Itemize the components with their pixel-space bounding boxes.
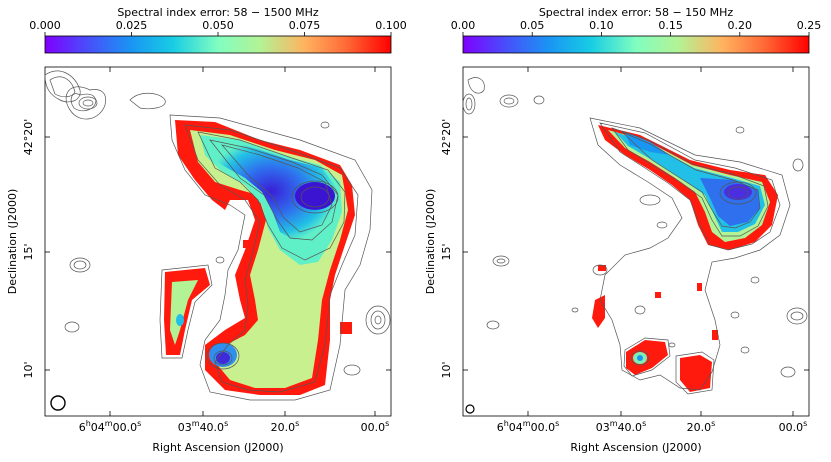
x-tick-label: 20.0s [687,419,716,434]
panel-1-colorbar [44,35,392,54]
x-tick-label-part: 6 [497,421,504,434]
y-axis-label: Declination (J2000) [424,189,437,295]
panel-1-axes: 6h04m00.0s 03m40.0s 20.0s 00.0s42°20'15'10'… [6,67,391,454]
x-tick-label-part: 03 [596,421,610,434]
panel-1: Spectral index error: 58 − 1500 MHz 0.00… [6,6,407,454]
colorbar-tick-label: 0.025 [116,19,148,32]
panel-1-title: Spectral index error: 58 − 1500 MHz [117,6,319,19]
x-tick-label: 00.0s [361,419,390,434]
y-tick-label: 42°20' [22,119,35,156]
x-tick-label: 00.0s [779,419,808,434]
x-tick-label-part: 03 [178,421,192,434]
panel-2-colorbar [462,35,810,54]
panel-1-emission [164,120,355,395]
x-tick-label: 20.0s [271,419,300,434]
x-tick-label-part: 6 [79,421,86,434]
colorbar-tick-label: 0.20 [728,19,753,32]
x-tick-label-part: h [504,419,509,428]
x-axis-label: Right Ascension (J2000) [152,441,283,454]
x-tick-label: 6h04m00.0s [497,419,560,434]
x-tick-label-part: 00.0 [531,421,556,434]
colorbar-tick-label: 0.05 [520,19,545,32]
x-tick-label-part: s [295,419,299,428]
y-axis-label: Declination (J2000) [6,189,19,295]
x-axis-label: Right Ascension (J2000) [570,441,701,454]
x-tick-label-part: m [610,419,618,428]
panel-2-axes: 6h04m00.0s 03m40.0s 20.0s 00.0s42°20'15'10'… [424,67,809,454]
x-tick-label-part: s [385,419,389,428]
colorbar-tick-label: 0.10 [589,19,614,32]
x-tick-label-part: s [555,419,559,428]
y-tick-label: 10' [440,361,453,378]
x-tick-label-part: 00.0 [113,421,138,434]
y-tick-label: 10' [22,361,35,378]
x-tick-label: 03m40.0s [178,419,228,434]
x-tick-label-part: 20.0 [687,421,712,434]
x-tick-label-part: s [711,419,715,428]
y-tick-label: 15' [440,243,453,260]
x-tick-label-part: m [105,419,113,428]
panel-2-title: Spectral index error: 58 − 150 MHz [539,6,734,19]
x-tick-label-part: m [192,419,200,428]
x-tick-label-part: 00.0 [779,421,804,434]
panel-1-contours [44,70,391,401]
colorbar-tick-label: 0.25 [797,19,822,32]
panel-2-contours [462,77,808,395]
colorbar-tick-label: 0.050 [202,19,234,32]
x-tick-label-part: s [642,419,646,428]
colorbar-tick-label: 0.000 [29,19,61,32]
x-tick-label-part: 00.0 [361,421,386,434]
x-tick-label-part: s [224,419,228,428]
x-tick-label-part: 40.0 [618,421,643,434]
x-tick-label: 6h04m00.0s [79,419,142,434]
y-tick-label: 15' [22,243,35,260]
panel-2: Spectral index error: 58 − 150 MHz 0.00 0… [424,6,821,454]
panel-1-beam [50,395,66,411]
x-tick-label-part: 40.0 [200,421,225,434]
panel-2-beam [465,404,475,414]
x-tick-label-part: s [137,419,141,428]
x-tick-label-part: 20.0 [271,421,296,434]
colorbar-tick-label: 0.00 [451,19,476,32]
x-tick-label-part: 04 [91,421,105,434]
colorbar-tick-label: 0.100 [375,19,407,32]
colorbar-tick-label: 0.075 [289,19,321,32]
colorbar-tick-label: 0.15 [658,19,683,32]
x-tick-label-part: 04 [509,421,523,434]
x-tick-label-part: m [523,419,531,428]
panel-1-colorbar-ticks: 0.000 0.025 0.050 0.075 0.100 [29,19,407,36]
x-tick-label-part: h [86,419,91,428]
x-tick-label: 03m40.0s [596,419,646,434]
y-tick-label: 42°20' [440,119,453,156]
x-tick-label-part: s [803,419,807,428]
panel-2-colorbar-ticks: 0.00 0.05 0.10 0.15 0.20 0.25 [451,19,822,36]
